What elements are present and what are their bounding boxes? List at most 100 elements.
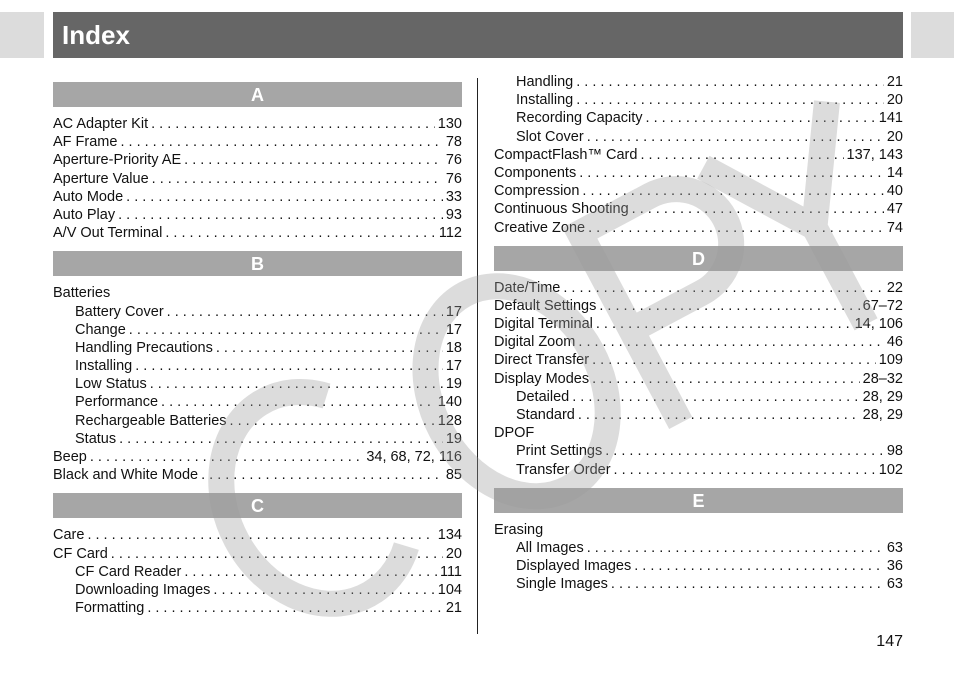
- index-entry: DPOF: [494, 424, 903, 442]
- entry-label: Digital Zoom: [494, 334, 576, 351]
- dot-leader: [118, 206, 443, 224]
- entry-label: Print Settings: [516, 443, 603, 460]
- entry-label: Care: [53, 527, 85, 544]
- right-edge-tab: [911, 12, 954, 58]
- entry-page-numbers: 140: [437, 394, 462, 411]
- index-entry: Aperture Value 76: [53, 170, 462, 188]
- page-title: Index: [62, 20, 130, 50]
- entry-page-numbers: 63: [886, 539, 903, 556]
- entry-page-numbers: 21: [886, 74, 903, 90]
- entry-page-numbers: 93: [445, 206, 462, 223]
- entry-label: Recording Capacity: [516, 110, 643, 127]
- index-entry: Continuous Shooting 47: [494, 200, 903, 218]
- entry-label: Batteries: [53, 285, 111, 302]
- index-subentry: Change 17: [53, 321, 462, 339]
- index-subentry: Slot Cover 20: [494, 128, 903, 146]
- entry-page-numbers: 67–72: [862, 297, 903, 314]
- dot-leader: [152, 170, 443, 188]
- index-subentry: Battery Cover 17: [53, 303, 462, 321]
- page-number: 147: [876, 633, 903, 650]
- entry-label: Rechargeable Batteries: [75, 412, 227, 429]
- index-entry: Beep 34, 68, 72, 116: [53, 448, 462, 466]
- entry-label: Formatting: [75, 600, 145, 617]
- dot-leader: [592, 351, 876, 369]
- index-entry: Date/Time 22: [494, 279, 903, 297]
- dot-leader: [596, 315, 852, 333]
- section-header-a: A: [53, 82, 462, 107]
- entry-label: CF Card: [53, 545, 108, 562]
- entry-page-numbers: 76: [445, 170, 462, 187]
- dot-leader: [167, 303, 443, 321]
- index-entry: Creative Zone 74: [494, 219, 903, 237]
- entry-page-numbers: 19: [445, 430, 462, 447]
- index-entry: Care 134: [53, 526, 462, 544]
- index-subentry: CF Card Reader 111: [53, 563, 462, 581]
- entry-label: Downloading Images: [75, 581, 211, 598]
- entry-page-numbers: 28, 29: [862, 388, 903, 405]
- dot-leader: [184, 563, 437, 581]
- entry-page-numbers: 34, 68, 72, 116: [366, 449, 462, 465]
- entry-label: Components: [494, 164, 577, 181]
- entry-page-numbers: 17: [445, 321, 462, 338]
- dot-leader: [213, 581, 434, 599]
- dot-leader: [576, 73, 884, 91]
- entry-label: Battery Cover: [75, 303, 164, 320]
- index-subentry: Formatting 21: [53, 599, 462, 617]
- entry-label: Auto Mode: [53, 188, 124, 205]
- index-entry: Aperture-Priority AE 76: [53, 151, 462, 169]
- dot-leader: [87, 526, 434, 544]
- index-entry: A/V Out Terminal 112: [53, 224, 462, 242]
- dot-leader: [120, 133, 442, 151]
- index-subentry: Status 19: [53, 430, 462, 448]
- entry-page-numbers: 18: [445, 339, 462, 356]
- entry-page-numbers: 28–32: [862, 370, 903, 387]
- entry-page-numbers: 98: [886, 443, 903, 460]
- entry-label: Change: [75, 321, 126, 338]
- dot-leader: [129, 321, 443, 339]
- entry-page-numbers: 102: [878, 461, 903, 478]
- entry-page-numbers: 112: [438, 225, 462, 242]
- index-subentry: Installing 20: [494, 91, 903, 109]
- index-subentry: Standard 28, 29: [494, 406, 903, 424]
- section-header-b: B: [53, 251, 462, 277]
- entry-page-numbers: 20: [445, 545, 462, 562]
- index-entry: Black and White Mode 85: [53, 466, 462, 484]
- entry-page-numbers: 22: [886, 279, 903, 296]
- index-subentry: Downloading Images 104: [53, 581, 462, 599]
- entry-label: Date/Time: [494, 279, 561, 296]
- dot-leader: [126, 188, 443, 206]
- entry-label: Auto Play: [53, 206, 116, 223]
- entry-page-numbers: 109: [878, 352, 903, 369]
- dot-leader: [579, 164, 884, 182]
- dot-leader: [111, 545, 443, 563]
- dot-leader: [576, 91, 884, 109]
- index-entry: Direct Transfer 109: [494, 351, 903, 369]
- entry-label: Display Modes: [494, 370, 590, 387]
- entry-page-numbers: 47: [886, 201, 903, 218]
- entry-page-numbers: 28, 29: [862, 407, 903, 423]
- entry-label: CompactFlash™ Card: [494, 146, 638, 163]
- dot-leader: [582, 182, 883, 200]
- index-entry: Compression 40: [494, 182, 903, 200]
- entry-page-numbers: 14, 106: [854, 316, 903, 333]
- entry-page-numbers: 85: [445, 467, 462, 484]
- dot-leader: [588, 219, 884, 237]
- dot-leader: [578, 406, 860, 424]
- entry-label: Aperture-Priority AE: [53, 152, 182, 169]
- dot-leader: [605, 442, 884, 460]
- dot-leader: [640, 146, 843, 164]
- index-subentry: Rechargeable Batteries 128: [53, 412, 462, 430]
- index-entry: Display Modes 28–32: [494, 370, 903, 388]
- dot-leader: [572, 388, 859, 406]
- dot-leader: [147, 599, 443, 617]
- entry-label: Compression: [494, 183, 580, 200]
- dot-leader: [119, 430, 443, 448]
- entry-page-numbers: 74: [886, 219, 903, 236]
- entry-label: Aperture Value: [53, 170, 149, 187]
- entry-page-numbers: 17: [445, 303, 462, 320]
- entry-page-numbers: 17: [445, 358, 462, 375]
- entry-page-numbers: 46: [886, 334, 903, 351]
- entry-label: Black and White Mode: [53, 467, 199, 484]
- entry-page-numbers: 111: [439, 563, 462, 580]
- entry-page-numbers: 104: [437, 581, 462, 598]
